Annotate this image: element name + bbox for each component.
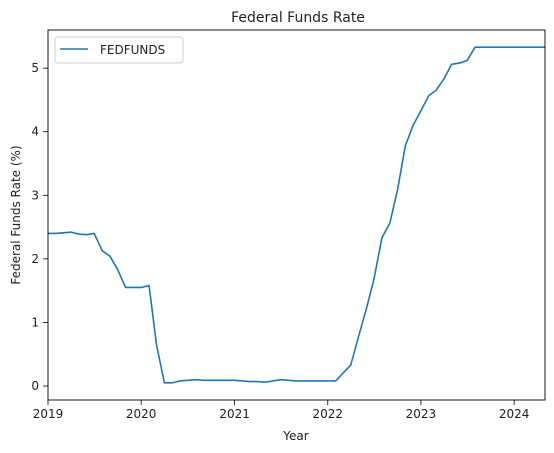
y-tick-label: 5 (31, 61, 39, 75)
y-tick-label: 2 (31, 252, 39, 266)
y-tick-label: 3 (31, 188, 39, 202)
plot-area (47, 29, 546, 401)
x-axis: 2019 2020 2021 2022 2023 2024 (33, 400, 530, 421)
plot-frame (47, 29, 546, 401)
x-tick-label: 2024 (499, 407, 530, 421)
y-axis: 0 1 2 3 4 5 (31, 61, 48, 393)
x-tick-label: 2023 (406, 407, 437, 421)
y-tick-label: 1 (31, 315, 39, 329)
x-tick-label: 2021 (219, 407, 250, 421)
y-tick-label: 0 (31, 379, 39, 393)
x-tick-label: 2020 (126, 407, 157, 421)
legend-label-fedfunds: FEDFUNDS (100, 43, 165, 57)
x-axis-label: Year (282, 429, 308, 443)
chart-title: Federal Funds Rate (231, 10, 365, 26)
series-line-fedfunds (48, 46, 545, 384)
legend: FEDFUNDS (54, 36, 184, 64)
legend-box (54, 36, 184, 64)
y-axis-label: Federal Funds Rate (%) (9, 145, 23, 284)
y-tick-label: 4 (31, 125, 39, 139)
x-tick-label: 2022 (312, 407, 343, 421)
x-tick-label: 2019 (33, 407, 64, 421)
